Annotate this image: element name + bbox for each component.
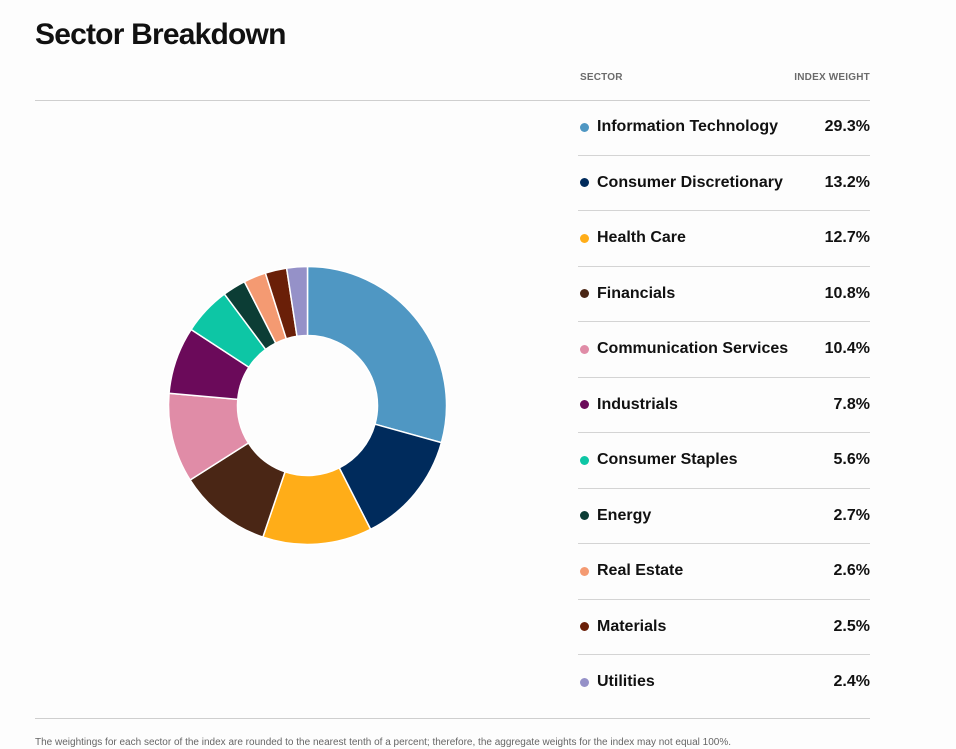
- legend-swatch-health-care: [580, 233, 589, 243]
- bottom-divider: [35, 718, 870, 719]
- legend-row-industrials: Industrials 7.8%: [578, 378, 870, 433]
- legend-row-financials: Financials 10.8%: [578, 267, 870, 322]
- legend-label-energy: Energy: [597, 506, 652, 524]
- legend-value-utilities: 2.4%: [833, 673, 870, 691]
- legend-label-communication-services: Communication Services: [597, 340, 789, 358]
- legend-swatch-industrials: [580, 400, 589, 410]
- legend-swatch-communication-services: [580, 344, 589, 354]
- legend-label-materials: Materials: [597, 617, 667, 635]
- sector-column-header: SECTOR: [580, 72, 623, 83]
- legend-swatch-materials: [580, 622, 589, 632]
- legend-value-materials: 2.5%: [833, 617, 870, 635]
- legend-value-communication-services: 10.4%: [824, 340, 870, 358]
- legend-label-health-care: Health Care: [597, 229, 686, 247]
- legend-swatch-financials: [580, 289, 589, 299]
- legend-row-real-estate: Real Estate 2.6%: [578, 544, 870, 600]
- legend-swatch-information-technology: [580, 122, 589, 132]
- legend-value-energy: 2.7%: [833, 506, 870, 524]
- top-divider: [35, 100, 870, 101]
- legend-label-utilities: Utilities: [597, 673, 655, 691]
- legend-row-materials: Materials 2.5%: [578, 600, 870, 655]
- legend-row-energy: Energy 2.7%: [578, 489, 870, 544]
- legend-row-consumer-discretionary: Consumer Discretionary 13.2%: [578, 156, 870, 211]
- legend-value-financials: 10.8%: [824, 284, 870, 302]
- legend-label-consumer-discretionary: Consumer Discretionary: [597, 173, 783, 191]
- legend-value-industrials: 7.8%: [833, 395, 870, 413]
- legend-value-consumer-staples: 5.6%: [833, 451, 870, 469]
- index-weight-column-header: INDEX WEIGHT: [794, 72, 870, 83]
- page-title: Sector Breakdown: [35, 18, 286, 51]
- legend-row-health-care: Health Care 12.7%: [578, 211, 870, 267]
- legend-value-health-care: 12.7%: [824, 229, 870, 247]
- donut-slice-information-technology[interactable]: [306, 265, 448, 444]
- legend-label-information-technology: Information Technology: [597, 118, 779, 136]
- sector-legend-table: Information Technology 29.3% Consumer Disc…: [578, 100, 870, 710]
- legend-swatch-consumer-staples: [580, 455, 589, 465]
- legend-row-information-technology: Information Technology 29.3%: [578, 100, 870, 156]
- legend-label-industrials: Industrials: [597, 395, 678, 413]
- legend-value-consumer-discretionary: 13.2%: [824, 173, 870, 191]
- legend-row-consumer-staples: Consumer Staples 5.6%: [578, 433, 870, 489]
- footnote: The weightings for each sector of the in…: [35, 737, 731, 748]
- legend-row-utilities: Utilities 2.4%: [578, 655, 870, 710]
- legend-label-financials: Financials: [597, 284, 676, 302]
- legend-value-real-estate: 2.6%: [833, 562, 870, 580]
- legend-row-communication-services: Communication Services 10.4%: [578, 322, 870, 378]
- donut-slice-utilities[interactable]: [285, 265, 309, 338]
- legend-swatch-consumer-discretionary: [580, 178, 589, 188]
- sector-donut-chart: [167, 265, 448, 546]
- legend-swatch-real-estate: [580, 566, 589, 576]
- legend-swatch-utilities: [580, 677, 589, 687]
- legend-label-consumer-staples: Consumer Staples: [597, 451, 738, 469]
- legend-swatch-energy: [580, 511, 589, 521]
- legend-label-real-estate: Real Estate: [597, 562, 684, 580]
- legend-value-information-technology: 29.3%: [824, 118, 870, 136]
